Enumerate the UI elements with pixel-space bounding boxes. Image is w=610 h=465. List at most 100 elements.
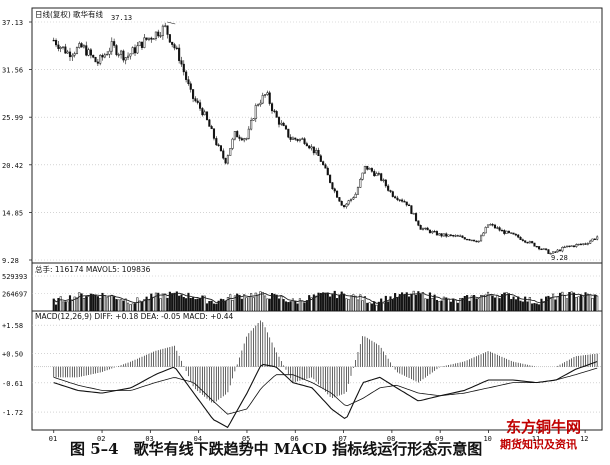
- axis-labels: 37.13 31.56 25.99 20.42 14.85 9.28 529393 26469…: [2, 19, 589, 443]
- mavol5-line: [53, 292, 598, 304]
- candle-body: [338, 197, 341, 202]
- volume-bar: [231, 300, 234, 312]
- volume-bar: [294, 300, 297, 312]
- candle-body: [347, 200, 350, 205]
- candle-body: [103, 54, 106, 58]
- candle-body: [342, 205, 346, 208]
- candle-body: [363, 165, 366, 174]
- candle-body: [254, 105, 257, 119]
- candle-body: [382, 179, 385, 182]
- candle-body: [171, 41, 174, 45]
- volume-bar: [182, 297, 185, 312]
- volume-bar: [192, 297, 195, 312]
- candle-body: [584, 243, 587, 245]
- volume-bar: [73, 296, 76, 312]
- volume-bar: [349, 295, 353, 312]
- volume-bar: [470, 295, 473, 312]
- volume-bar: [486, 291, 490, 312]
- volume-bar: [113, 296, 116, 312]
- macd-tick-label: +0.50: [2, 351, 23, 359]
- candle-body: [312, 146, 315, 154]
- candle-body: [526, 241, 529, 244]
- volume-bar: [421, 292, 425, 312]
- candle-body: [558, 249, 562, 252]
- volume-bar: [380, 298, 383, 312]
- volume-bar: [461, 297, 464, 312]
- candle-body: [250, 120, 253, 130]
- candle-body: [540, 248, 543, 251]
- volume-bar: [233, 295, 236, 312]
- volume-bar: [277, 298, 281, 312]
- candle-body: [240, 138, 243, 141]
- candle-body: [275, 111, 278, 118]
- volume-bar: [205, 303, 209, 312]
- candle-body: [296, 139, 299, 141]
- candle-body: [57, 44, 60, 49]
- volume-bar: [333, 290, 336, 312]
- candle-body: [75, 47, 79, 54]
- candle-body: [405, 201, 408, 206]
- candle-body: [368, 168, 371, 170]
- volume-bar: [250, 293, 253, 312]
- volume-bar: [484, 294, 487, 312]
- candle-body: [110, 41, 113, 52]
- candle-body: [468, 239, 471, 241]
- candle-body: [447, 234, 450, 237]
- candle-body: [375, 173, 378, 177]
- volume-header: 总手: 116174 MAVOL5: 109836: [35, 264, 151, 274]
- volume-bar: [280, 296, 283, 312]
- candle-body: [433, 231, 436, 233]
- volume-bar: [268, 298, 271, 312]
- candle-body: [401, 199, 404, 202]
- candle-body: [85, 45, 88, 56]
- candle-body: [238, 136, 241, 139]
- candle-body: [410, 205, 413, 214]
- candle-body: [542, 248, 545, 250]
- volume-bar: [291, 298, 294, 312]
- candle-body: [115, 45, 118, 55]
- volume-bar: [150, 293, 153, 312]
- volume-bar: [301, 300, 304, 312]
- candle-body: [572, 245, 575, 247]
- volume-bar: [363, 296, 366, 312]
- volume-bar: [136, 297, 139, 312]
- candle-body: [470, 239, 473, 242]
- volume-bar: [131, 303, 134, 312]
- candle-body: [428, 229, 432, 234]
- volume-bar: [445, 297, 448, 312]
- candle-body: [247, 128, 250, 139]
- volume-bar: [127, 302, 130, 312]
- volume-bar: [394, 293, 397, 312]
- volume-bar: [340, 291, 343, 312]
- x-tick-label: 03: [145, 435, 153, 443]
- candle-body: [259, 102, 262, 105]
- volume-bar: [103, 295, 106, 312]
- volume-bar: [87, 296, 90, 312]
- volume-bar: [303, 302, 306, 312]
- volume-bar: [521, 301, 524, 312]
- volume-bar: [219, 298, 222, 312]
- volume-bar: [173, 292, 176, 312]
- volume-bar: [482, 294, 485, 312]
- macd-tick-label: -1.72: [2, 409, 23, 417]
- volume-bar: [419, 294, 422, 312]
- candle-body: [245, 138, 248, 140]
- candle-body: [398, 199, 401, 201]
- volume-bar: [270, 293, 274, 312]
- candle-body: [484, 227, 487, 234]
- candle-body: [192, 89, 195, 99]
- volume-bar: [547, 295, 550, 312]
- candle-body: [514, 234, 517, 236]
- volume-bar: [129, 304, 132, 312]
- candle-body: [519, 236, 522, 240]
- candle-body: [333, 188, 336, 192]
- volume-bar: [361, 300, 364, 312]
- price-tick-label: 31.56: [2, 67, 23, 75]
- volume-bar: [533, 303, 536, 312]
- volume-bar: [296, 303, 299, 312]
- price-tick-label: 37.13: [2, 19, 23, 27]
- candle-body: [257, 104, 260, 106]
- candle-body: [106, 53, 109, 56]
- volume-bar: [535, 303, 538, 312]
- volume-bar: [531, 303, 534, 312]
